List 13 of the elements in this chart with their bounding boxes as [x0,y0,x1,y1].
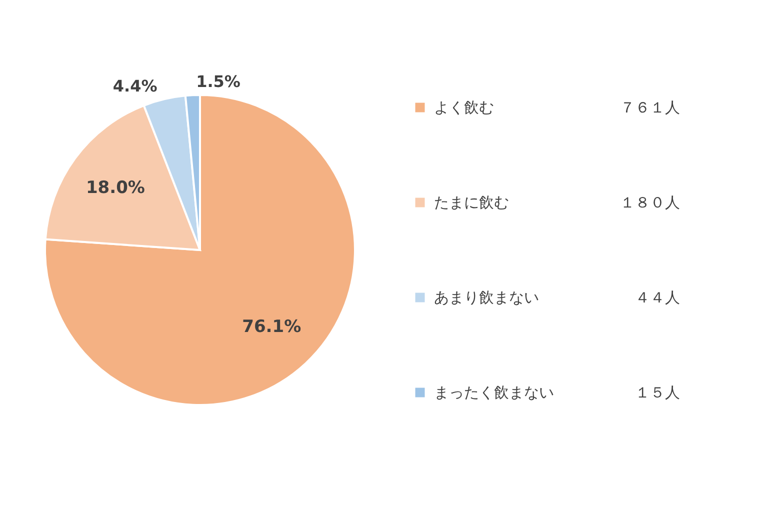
legend-label: たまに飲む [434,194,509,212]
text: ４４人 [635,288,680,306]
legend-label: よく飲む [434,98,494,116]
data-label: 76.1% [242,316,302,337]
data-label: 1.5% [196,72,240,92]
data-label: 4.4% [112,76,158,96]
data-label: 18.0% [86,178,145,198]
pie-slice [44,94,356,406]
text: ７６１人 [620,98,680,116]
text: １８０人 [620,194,680,212]
legend-label: まったく飲まない [434,384,554,402]
legend-label: あまり飲まない [434,288,539,306]
text: １５人 [635,384,680,402]
